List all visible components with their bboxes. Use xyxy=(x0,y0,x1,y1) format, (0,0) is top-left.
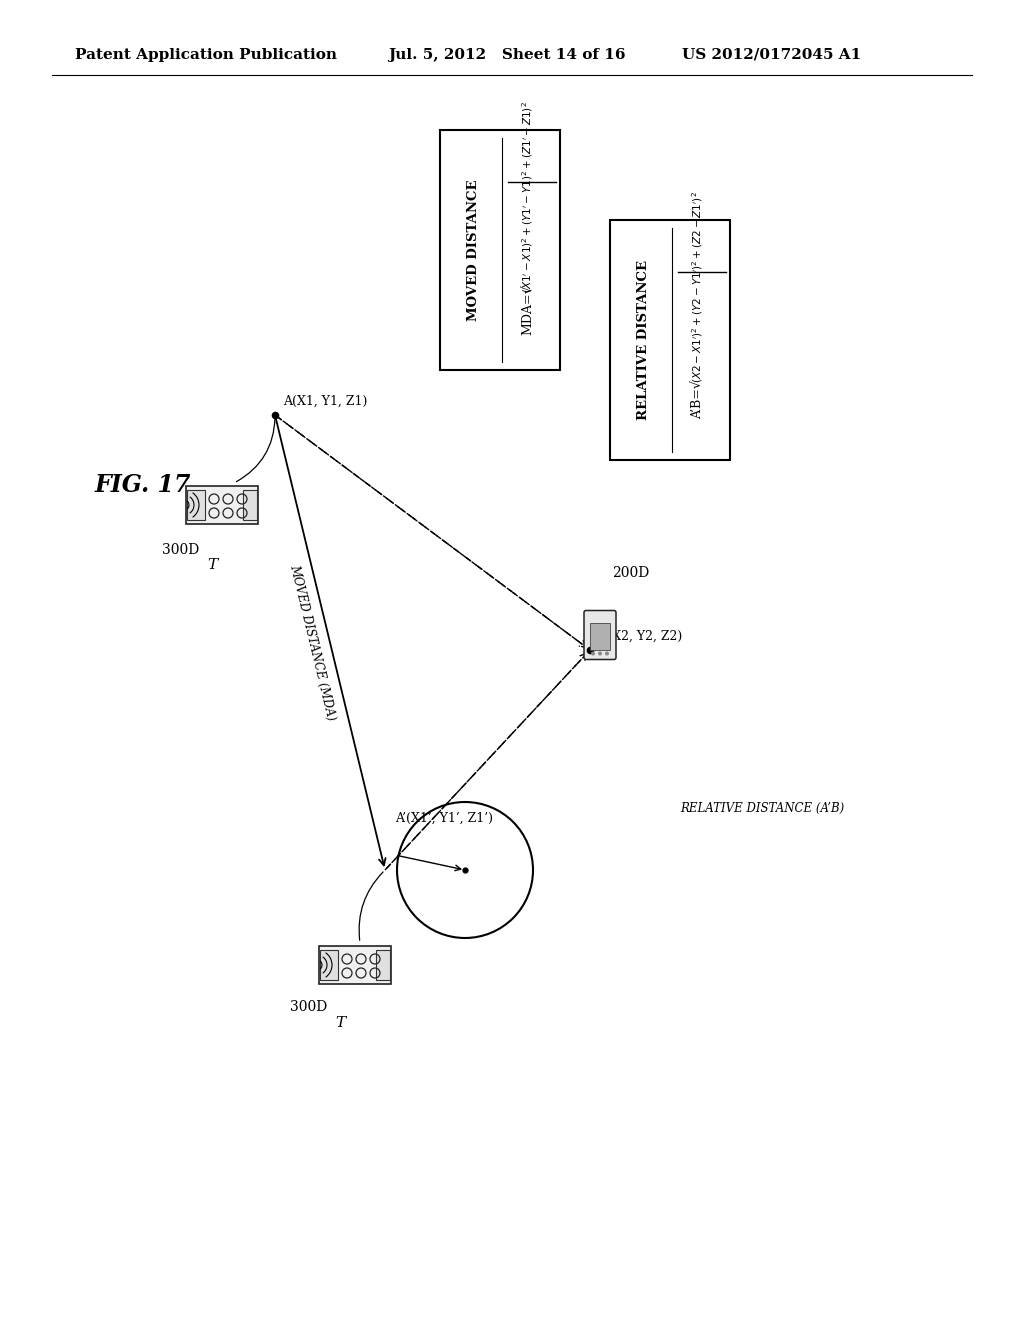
Text: 200D: 200D xyxy=(612,566,649,579)
FancyBboxPatch shape xyxy=(376,950,390,979)
FancyBboxPatch shape xyxy=(243,490,257,520)
Text: FIG. 17: FIG. 17 xyxy=(95,473,191,498)
FancyBboxPatch shape xyxy=(584,610,616,660)
Text: A’B=√: A’B=√ xyxy=(691,380,705,420)
Text: T: T xyxy=(207,558,217,572)
Text: RELATIVE DISTANCE: RELATIVE DISTANCE xyxy=(637,260,650,420)
FancyBboxPatch shape xyxy=(186,486,258,524)
Text: Patent Application Publication: Patent Application Publication xyxy=(75,48,337,62)
Text: RELATIVE DISTANCE (A’B): RELATIVE DISTANCE (A’B) xyxy=(680,801,844,814)
Text: T: T xyxy=(335,1016,345,1030)
Text: $(X2-X1')^2+(Y2-Y1')^2+(Z2-Z1')^2$: $(X2-X1')^2+(Y2-Y1')^2+(Z2-Z1')^2$ xyxy=(690,191,705,383)
Text: A’(X1’, Y1’, Z1’): A’(X1’, Y1’, Z1’) xyxy=(395,812,493,825)
Bar xyxy=(440,129,560,370)
Circle shape xyxy=(598,652,602,656)
Text: MDA=√: MDA=√ xyxy=(521,285,535,335)
FancyBboxPatch shape xyxy=(187,490,205,520)
Text: 300D: 300D xyxy=(162,543,200,557)
Bar xyxy=(610,220,730,459)
Text: 300D: 300D xyxy=(290,1001,328,1014)
Text: $(X1'-X1)^2+(Y1'-Y1)^2+(Z1'-Z1)^2$: $(X1'-X1)^2+(Y1'-Y1)^2+(Z1'-Z1)^2$ xyxy=(520,102,535,293)
Circle shape xyxy=(605,652,609,656)
Text: MOVED DISTANCE (MDA): MOVED DISTANCE (MDA) xyxy=(287,564,337,722)
Text: B(X2, Y2, Z2): B(X2, Y2, Z2) xyxy=(598,630,682,643)
FancyBboxPatch shape xyxy=(319,950,338,979)
FancyBboxPatch shape xyxy=(590,623,610,649)
Text: Jul. 5, 2012   Sheet 14 of 16: Jul. 5, 2012 Sheet 14 of 16 xyxy=(388,48,626,62)
FancyBboxPatch shape xyxy=(319,946,391,983)
Circle shape xyxy=(591,652,595,656)
Text: A(X1, Y1, Z1): A(X1, Y1, Z1) xyxy=(283,395,368,408)
Text: US 2012/0172045 A1: US 2012/0172045 A1 xyxy=(682,48,861,62)
Text: MOVED DISTANCE: MOVED DISTANCE xyxy=(467,180,480,321)
